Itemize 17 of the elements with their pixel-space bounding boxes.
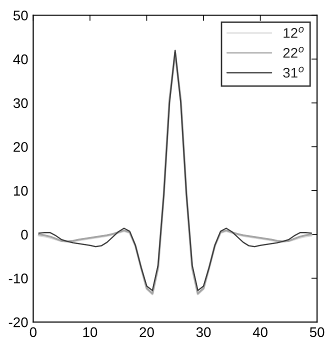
- x-tick-label: 30: [196, 327, 211, 338]
- x-tick-label: 40: [252, 327, 268, 338]
- legend-label: 31$^{o}$: [283, 66, 304, 78]
- legend-label: 22$^{o}$: [283, 46, 304, 58]
- x-tick-label: 0: [30, 327, 37, 338]
- legend-label: 12$^{o}$: [284, 26, 304, 38]
- y-tick-label: 20: [14, 142, 28, 152]
- x-tick-label: 50: [310, 327, 324, 338]
- x-tick-label: 10: [83, 327, 98, 338]
- y-tick-label: 10: [14, 186, 28, 196]
- y-tick-label: 0: [21, 230, 28, 240]
- y-tick-label: 50: [13, 10, 28, 20]
- y-tick-label: -20: [8, 317, 28, 328]
- y-tick-label: -10: [8, 274, 28, 284]
- y-tick-label: 40: [13, 54, 28, 64]
- x-tick-label: 20: [140, 327, 154, 338]
- y-tick-label: 30: [13, 98, 28, 108]
